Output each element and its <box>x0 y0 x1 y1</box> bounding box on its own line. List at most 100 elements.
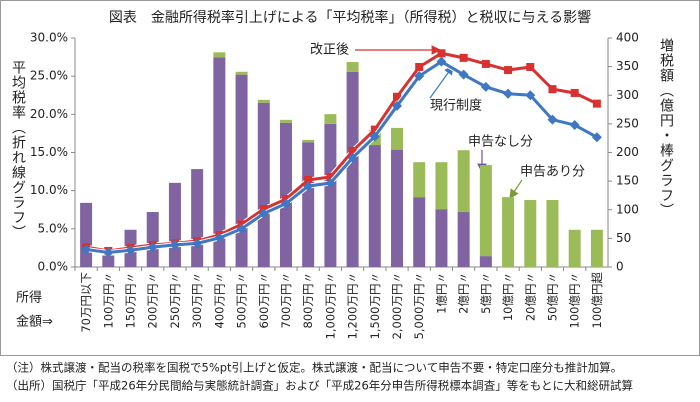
bar <box>368 145 381 267</box>
marker <box>547 114 558 125</box>
bar <box>102 255 115 267</box>
marker <box>81 244 92 255</box>
marker <box>192 238 203 249</box>
bar <box>457 212 470 267</box>
y2-tick-label: 250 <box>616 116 639 130</box>
y-tick-label: 0.0% <box>38 260 69 274</box>
footnote: （注）株式譲渡・配当の税率を国税で5%pt引上げと仮定。株式譲渡・配当について申… <box>6 361 622 375</box>
line-halo <box>85 58 599 256</box>
bar <box>302 142 315 267</box>
marker <box>304 175 313 184</box>
marker <box>303 181 314 192</box>
bar <box>524 200 537 267</box>
annotation-arrow <box>429 65 454 99</box>
bar <box>324 123 337 267</box>
annotation: 改正後 <box>310 43 349 58</box>
x-tick-label: 20億円〃 <box>523 272 537 321</box>
line <box>85 59 598 255</box>
bar <box>502 197 515 267</box>
bar <box>346 62 359 72</box>
line <box>85 51 598 253</box>
bar <box>235 74 248 267</box>
x-tick-label: 100万円〃 <box>101 272 115 328</box>
x-tick-label: 700万円〃 <box>279 272 293 328</box>
x-tick-label: 150万円〃 <box>124 272 138 328</box>
marker <box>436 56 447 67</box>
bar <box>257 102 270 267</box>
marker <box>393 92 402 101</box>
x-tick-label: 1,500万円〃 <box>368 272 382 339</box>
x-tick-label: 400万円〃 <box>212 272 226 328</box>
y-tick-label: 25.0% <box>30 69 68 83</box>
x-tick-label: 70万円以下 <box>79 272 93 333</box>
bar <box>279 119 292 123</box>
marker <box>348 146 357 155</box>
bar <box>479 256 492 267</box>
x-tick-label: 800万円〃 <box>301 272 315 328</box>
marker <box>280 198 291 209</box>
bar <box>168 182 181 267</box>
x-tick-label: 300万円〃 <box>190 272 204 328</box>
marker <box>592 99 601 108</box>
chart-title: 図表 金融所得税率引上げによる「平均税率」（所得税）と税収に与える影響 <box>109 9 591 26</box>
x-tick-label: 2,000万円〃 <box>390 272 404 339</box>
marker <box>458 69 469 80</box>
marker <box>504 66 513 75</box>
x-tick-label: 100億円超 <box>590 272 604 329</box>
x-tick-label: 1億円〃 <box>434 272 448 314</box>
bar <box>435 162 448 210</box>
marker <box>392 100 403 111</box>
bar <box>590 229 603 267</box>
annotation: 申告なし分 <box>468 135 533 150</box>
bar <box>391 149 404 267</box>
marker <box>325 178 336 189</box>
marker <box>569 120 580 131</box>
x-tick-label: 500万円〃 <box>235 272 249 328</box>
y2-tick-label: 200 <box>616 145 639 159</box>
marker <box>525 90 536 101</box>
y-tick-label: 30.0% <box>30 31 68 45</box>
y2-tick-label: 400 <box>616 31 639 45</box>
marker <box>503 88 514 99</box>
marker <box>369 131 380 142</box>
x-tick-label: 10億円〃 <box>501 272 515 321</box>
marker <box>347 152 358 163</box>
y2-tick-label: 100 <box>616 202 639 216</box>
bar <box>413 162 426 198</box>
marker <box>437 49 446 58</box>
marker <box>326 172 335 181</box>
y-tick-label: 5.0% <box>38 221 69 235</box>
x-tick-label: 2億円〃 <box>457 272 471 314</box>
x-axis-label: 所得 <box>16 290 42 306</box>
bar <box>213 52 226 58</box>
x-tick-label: 100億円〃 <box>568 272 582 328</box>
marker <box>370 125 379 134</box>
y2-tick-label: 150 <box>616 174 639 188</box>
marker <box>481 59 490 68</box>
marker <box>125 245 136 256</box>
y2-tick-label: 0 <box>616 260 624 274</box>
bar <box>546 200 559 267</box>
y2-tick-label: 50 <box>616 231 631 245</box>
bar <box>391 127 404 150</box>
marker <box>169 239 180 250</box>
y-tick-label: 15.0% <box>30 145 68 159</box>
y-tick-label: 10.0% <box>30 183 68 197</box>
bar <box>235 71 248 75</box>
bar <box>279 122 292 267</box>
footnote: （出所）国税庁「平成26年分民間給与実態統計調査」および「平成26年分申告所得税… <box>6 379 633 393</box>
marker <box>214 232 225 243</box>
x-tick-label: 1,200万円〃 <box>346 272 360 339</box>
x-tick-label: 600万円〃 <box>257 272 271 328</box>
bar <box>457 150 470 213</box>
y2-tick-label: 350 <box>616 59 639 73</box>
x-tick-label: 250万円〃 <box>168 272 182 328</box>
x-tick-label: 50億円〃 <box>545 272 559 321</box>
bar <box>80 202 93 267</box>
bar <box>213 57 226 268</box>
bar <box>568 229 581 267</box>
x-tick-label: 1,000万円〃 <box>323 272 337 339</box>
marker <box>414 71 425 82</box>
